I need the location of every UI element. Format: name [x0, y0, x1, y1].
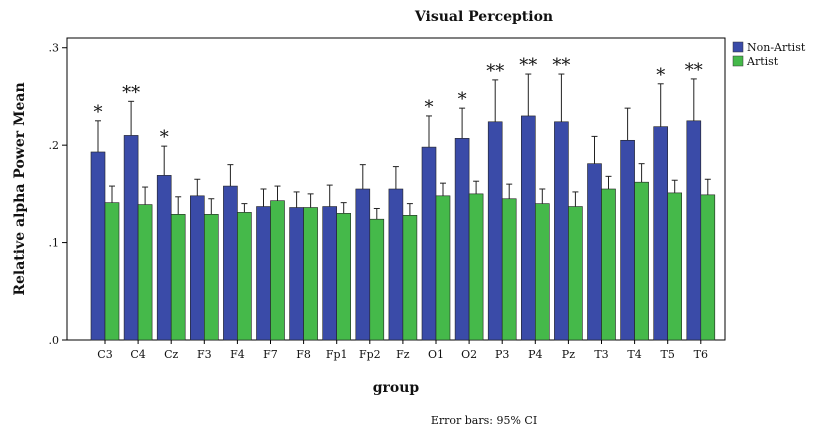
x-tick-label: T6	[694, 348, 708, 361]
bar-non-artist	[487, 121, 503, 341]
bar-artist	[170, 214, 186, 341]
x-tick-label: Pz	[562, 348, 575, 361]
bar-artist	[601, 188, 616, 341]
bar-non-artist	[388, 188, 404, 341]
bar-artist	[667, 192, 683, 341]
x-tick-label: C3	[97, 348, 112, 361]
footnote: Error bars: 95% CI	[431, 414, 537, 427]
bar-artist	[270, 200, 285, 341]
x-tick-label: Fz	[396, 348, 410, 361]
bar-non-artist	[322, 206, 338, 341]
bar-artist	[568, 206, 583, 341]
x-tick-label: O2	[461, 348, 477, 361]
bar-artist	[237, 212, 252, 341]
bar-artist	[435, 195, 451, 341]
bar-artist	[468, 193, 484, 341]
x-tick-label: F3	[197, 348, 212, 361]
significance-marker: **	[486, 61, 504, 82]
bar-non-artist	[520, 115, 536, 341]
bar-artist	[501, 198, 517, 341]
x-tick-label: F7	[263, 348, 278, 361]
legend-label-non-artist: Non-Artist	[747, 41, 806, 54]
bar-non-artist	[223, 185, 238, 341]
y-tick-label: .0	[49, 334, 60, 347]
legend-label-artist: Artist	[746, 55, 779, 68]
bar-artist	[137, 204, 153, 341]
legend: Non-Artist Artist	[732, 41, 806, 68]
bar-artist	[369, 218, 385, 341]
x-axis: C3 C4 Cz F3 F4 F7 F8 Fp1 Fp2 Fz O1 O2 P3 P4 Pz T3 T4 T5 T6	[97, 340, 708, 361]
significance-marker: *	[160, 127, 169, 148]
bar-artist	[534, 203, 550, 341]
bar-non-artist	[653, 126, 669, 341]
y-tick-label: .2	[49, 139, 60, 152]
y-axis: .0 .1 .2 .3	[49, 42, 67, 347]
x-tick-label: P3	[495, 348, 509, 361]
significance-marker: **	[122, 82, 140, 103]
x-tick-label: T5	[661, 348, 675, 361]
significance-marker: **	[552, 55, 570, 76]
x-tick-label: Cz	[164, 348, 178, 361]
x-tick-label: Fp2	[359, 348, 381, 361]
y-tick-label: .3	[49, 42, 60, 55]
bar-non-artist	[256, 206, 271, 341]
bar-non-artist	[686, 120, 702, 341]
bars-group: ***** *** ** ** * **	[90, 55, 716, 341]
y-tick-label: .1	[49, 237, 60, 250]
bar-non-artist	[190, 195, 205, 341]
bar-non-artist	[421, 146, 437, 341]
x-axis-label: group	[373, 380, 420, 396]
bar-artist	[700, 194, 716, 341]
x-tick-label: T3	[594, 348, 608, 361]
x-tick-label: C4	[130, 348, 145, 361]
x-tick-label: Fp1	[326, 348, 348, 361]
bar-non-artist	[156, 175, 172, 341]
bar-non-artist	[587, 163, 602, 341]
legend-swatch-non-artist	[732, 41, 744, 53]
chart-title: Visual Perception	[414, 9, 553, 25]
significance-marker: *	[656, 65, 665, 86]
bar-non-artist	[123, 135, 139, 341]
y-axis-label: Relative alpha Power Mean	[12, 82, 28, 295]
significance-marker: *	[458, 89, 467, 110]
significance-marker: *	[425, 97, 434, 118]
bar-artist	[402, 215, 418, 341]
bar-non-artist	[454, 138, 470, 341]
bar-non-artist	[289, 207, 304, 341]
bar-artist	[336, 213, 352, 341]
bar-non-artist	[554, 121, 569, 341]
bar-artist	[634, 181, 649, 341]
bar-artist	[303, 207, 318, 341]
bar-non-artist	[620, 139, 635, 341]
significance-marker: **	[519, 55, 537, 76]
bar-artist	[104, 202, 120, 341]
significance-marker: *	[94, 102, 103, 123]
x-tick-label: P4	[528, 348, 542, 361]
x-tick-label: O1	[428, 348, 444, 361]
bar-artist	[204, 214, 219, 341]
x-tick-label: F8	[296, 348, 311, 361]
bar-non-artist	[90, 151, 106, 341]
x-tick-label: T4	[627, 348, 641, 361]
x-tick-label: F4	[230, 348, 245, 361]
bar-non-artist	[355, 188, 371, 341]
significance-marker: **	[685, 60, 703, 81]
legend-swatch-artist	[732, 55, 744, 67]
